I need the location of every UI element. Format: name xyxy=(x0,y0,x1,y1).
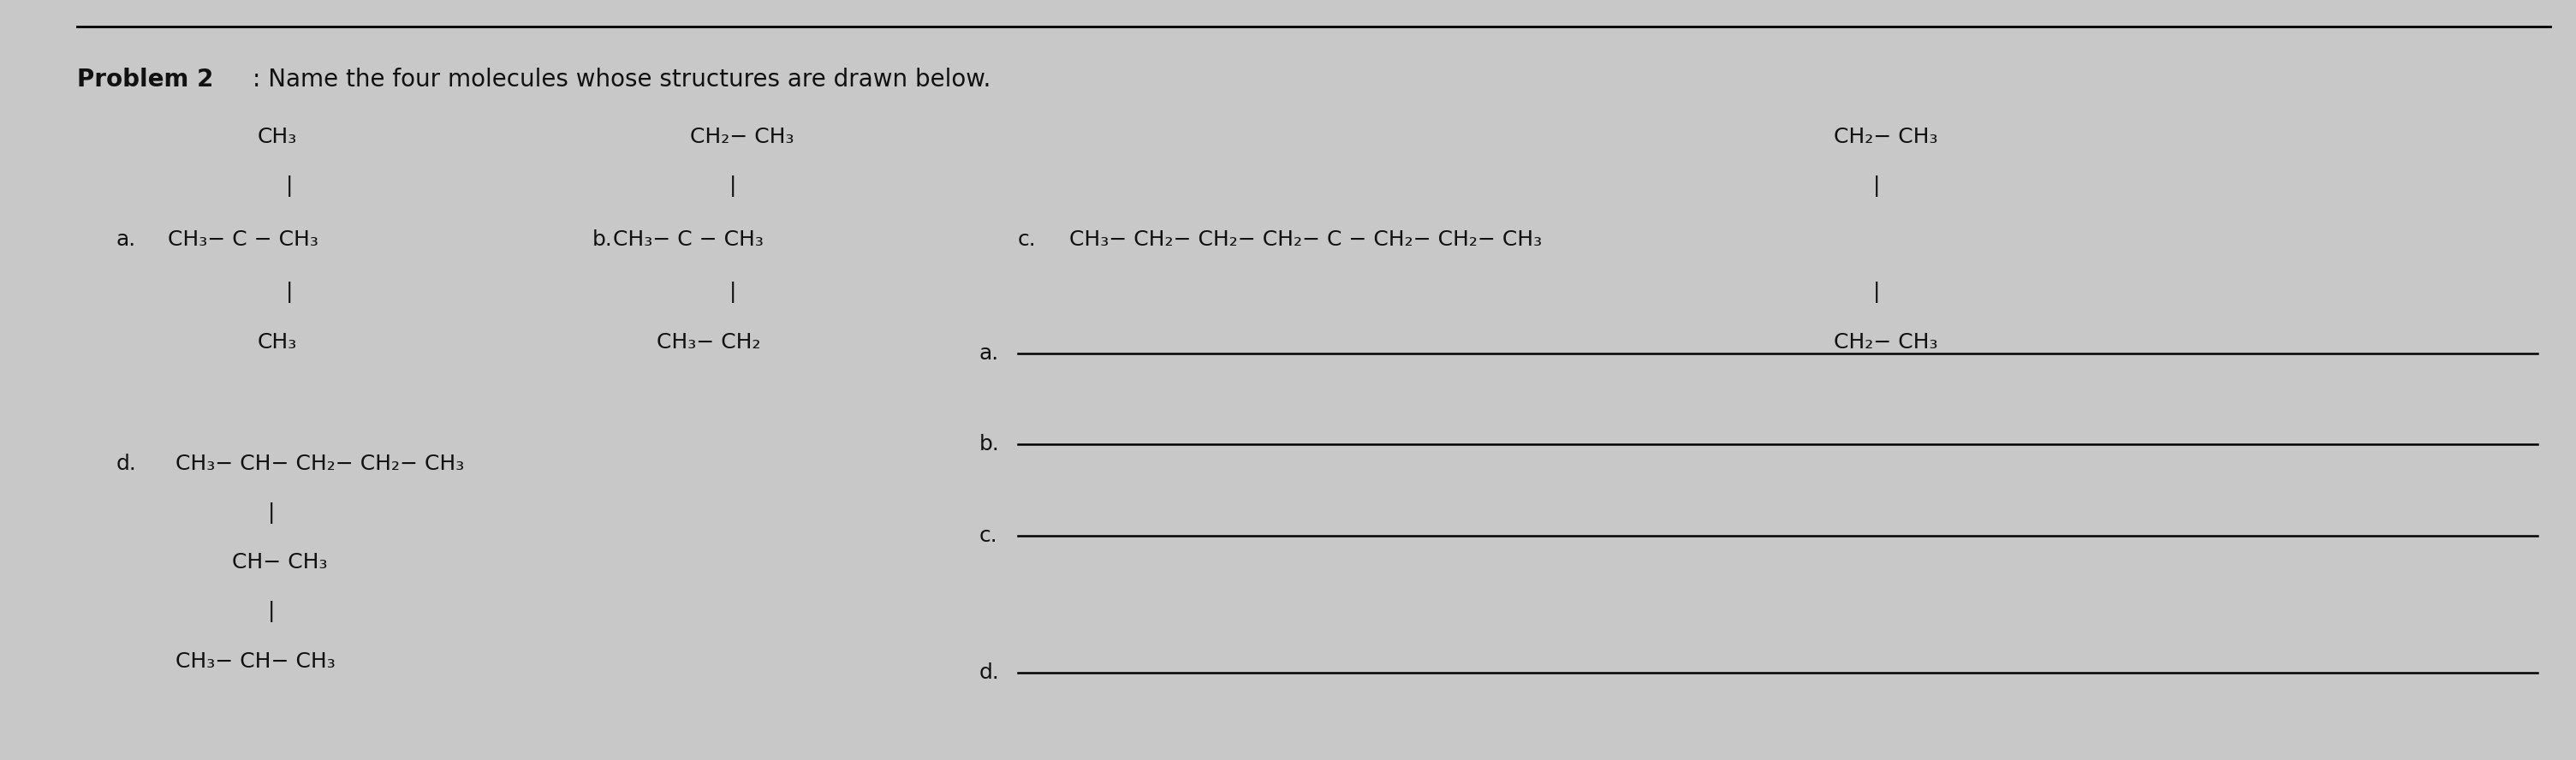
Text: b.: b. xyxy=(592,229,613,250)
Text: |: | xyxy=(729,176,737,197)
Text: d.: d. xyxy=(979,662,999,683)
Text: c.: c. xyxy=(1018,229,1036,250)
Text: CH₂− CH₃: CH₂− CH₃ xyxy=(1834,331,1937,353)
Text: CH₃: CH₃ xyxy=(258,331,296,353)
Text: CH₃− CH− CH₃: CH₃− CH− CH₃ xyxy=(175,651,335,672)
Text: |: | xyxy=(1873,282,1880,303)
Text: CH₃− C − CH₃: CH₃− C − CH₃ xyxy=(167,229,317,250)
Text: a.: a. xyxy=(116,229,137,250)
Text: CH₂− CH₃: CH₂− CH₃ xyxy=(690,126,793,147)
Text: CH− CH₃: CH− CH₃ xyxy=(232,552,327,573)
Text: |: | xyxy=(729,282,737,303)
Text: |: | xyxy=(1873,176,1880,197)
Text: CH₃− C − CH₃: CH₃− C − CH₃ xyxy=(613,229,762,250)
Text: |: | xyxy=(286,176,294,197)
Text: CH₃− CH− CH₂− CH₂− CH₃: CH₃− CH− CH₂− CH₂− CH₃ xyxy=(175,453,464,474)
Text: CH₃− CH₂: CH₃− CH₂ xyxy=(657,331,760,353)
Text: Problem 2: Problem 2 xyxy=(77,68,214,92)
Text: CH₃− CH₂− CH₂− CH₂− C − CH₂− CH₂− CH₃: CH₃− CH₂− CH₂− CH₂− C − CH₂− CH₂− CH₃ xyxy=(1069,229,1540,250)
Text: : Name the four molecules whose structures are drawn below.: : Name the four molecules whose structur… xyxy=(252,68,992,92)
Text: d.: d. xyxy=(116,453,137,474)
Text: |: | xyxy=(286,282,294,303)
Text: a.: a. xyxy=(979,343,999,364)
Text: CH₂− CH₃: CH₂− CH₃ xyxy=(1834,126,1937,147)
Text: CH₃: CH₃ xyxy=(258,126,296,147)
Text: |: | xyxy=(268,502,276,524)
Text: c.: c. xyxy=(979,525,997,546)
Text: |: | xyxy=(268,601,276,622)
Text: b.: b. xyxy=(979,434,999,455)
